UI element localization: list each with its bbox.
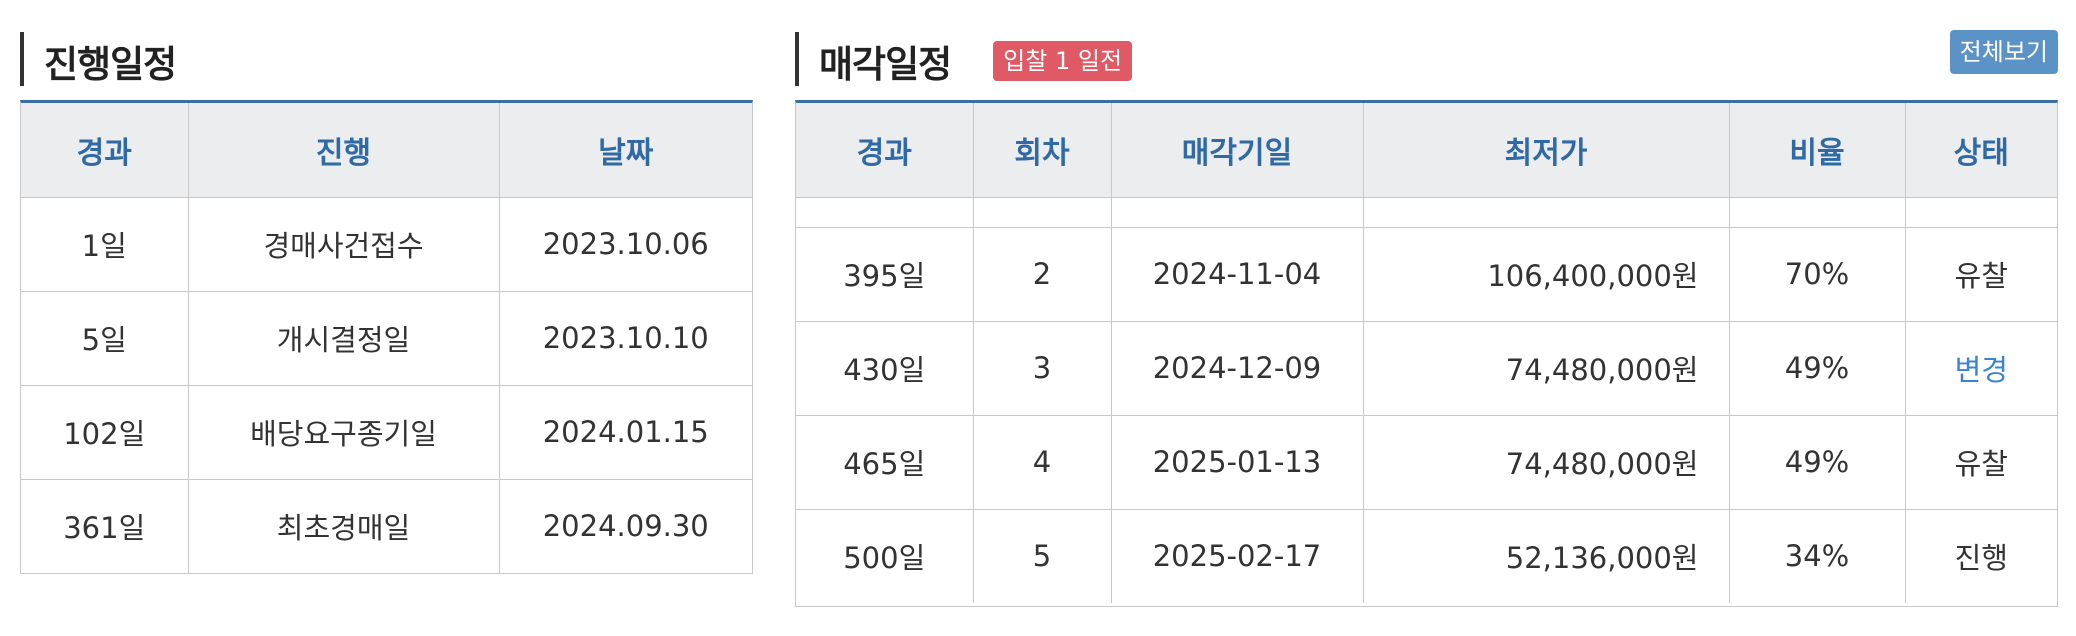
cell-elapsed: 1일	[21, 197, 189, 292]
cell-elapsed: 102일	[21, 385, 189, 480]
table-header-row: 경과 진행 날짜	[21, 103, 752, 198]
column-header-status: 상태	[1905, 103, 2057, 198]
cell-date: 2024.01.15	[499, 385, 752, 480]
cell-ratio: 100%	[1729, 197, 1906, 228]
sale-schedule-table-wrap: 경과 회차 매각기일 최저가 비율 상태 360일 1 202	[795, 100, 2058, 607]
table-row: 102일 배당요구종기일 2024.01.15	[21, 385, 752, 480]
cell-elapsed: 360일	[796, 197, 974, 228]
column-header-date: 날짜	[499, 103, 752, 198]
cell-date: 2024.09.30	[542, 509, 709, 544]
cell-round: 5	[973, 509, 1112, 603]
column-header-sale-date: 매각기일	[1111, 103, 1364, 198]
sale-schedule-title: 매각일정	[819, 43, 952, 86]
cell-elapsed: 395일	[796, 227, 974, 322]
header-accent-bar	[795, 32, 799, 86]
cell-sale-date: 2024-09-30	[1111, 197, 1364, 228]
table-row: 360일 1 2024-09-30 152,000,000원 100% 유찰	[796, 197, 2057, 228]
table-row: 430일 3 2024-12-09 74,480,000원 49% 변경	[796, 321, 2057, 416]
column-header-elapsed: 경과	[796, 103, 974, 198]
progress-schedule-title: 진행일정	[44, 43, 177, 86]
progress-schedule-table-wrap: 경과 진행 날짜 1일 경매사건접수 2023.10.06 5일 개시결정일 2…	[20, 100, 753, 574]
cell-round: 1	[973, 197, 1112, 228]
cell-sale-date: 2024-11-04	[1111, 227, 1364, 322]
cell-sale-date: 2025-01-13	[1111, 415, 1364, 510]
cell-ratio: 70%	[1729, 227, 1906, 322]
cell-sale-date: 2025-02-17	[1111, 509, 1364, 603]
cell-status: 유찰	[1905, 197, 2057, 228]
cell-min-price: 74,480,000원	[1363, 415, 1730, 510]
cell-min-price: 74,480,000원	[1363, 321, 1730, 416]
table-row: 361일 최초경매일 2024.09.30	[21, 479, 752, 573]
sale-schedule-scroll-content: 360일 1 2024-09-30 152,000,000원 100% 유찰 3…	[796, 197, 2057, 603]
table-row: 395일 2 2024-11-04 106,400,000원 70% 유찰	[796, 227, 2057, 322]
cell-elapsed: 500일	[796, 509, 974, 603]
cell-round: 4	[973, 415, 1112, 510]
cell-status: 유찰	[1905, 415, 2057, 510]
progress-schedule-table: 경과 진행 날짜 1일 경매사건접수 2023.10.06 5일 개시결정일 2…	[21, 103, 752, 573]
cell-round: 2	[973, 227, 1112, 322]
cell-min-price: 152,000,000원	[1363, 197, 1730, 228]
cell-elapsed: 5일	[21, 291, 189, 386]
column-header-progress: 진행	[188, 103, 500, 198]
table-header-row: 경과 회차 매각기일 최저가 비율 상태	[796, 103, 2057, 198]
cell-round: 3	[973, 321, 1112, 416]
table-row: 465일 4 2025-01-13 74,480,000원 49% 유찰	[796, 415, 2057, 510]
cell-progress: 경매사건접수	[188, 197, 500, 292]
view-all-button[interactable]: 전체보기	[1949, 30, 2058, 74]
cell-min-price: 106,400,000원	[1363, 227, 1730, 322]
sale-schedule-header: 매각일정 입찰 1 일전 전체보기	[795, 30, 2058, 92]
sale-schedule-table-header: 경과 회차 매각기일 최저가 비율 상태	[796, 103, 2057, 198]
sale-schedule-scroll-area[interactable]: 360일 1 2024-09-30 152,000,000원 100% 유찰 3…	[796, 197, 2057, 606]
cell-progress: 개시결정일	[188, 291, 500, 386]
cell-status: 유찰	[1905, 227, 2057, 322]
cell-date: 2023.10.10	[499, 291, 752, 386]
cell-ratio: 49%	[1729, 415, 1906, 510]
cell-date: 2023.10.06	[499, 197, 752, 292]
progress-schedule-header: 진행일정	[20, 30, 753, 92]
cell-progress: 최초경매일	[188, 479, 500, 573]
status-link-changed[interactable]: 변경	[1905, 321, 2057, 416]
cell-progress: 배당요구종기일	[188, 385, 500, 480]
cell-min-price: 52,136,000원	[1363, 509, 1730, 603]
cell-status: 진행	[1954, 541, 2008, 576]
sale-schedule-panel: 매각일정 입찰 1 일전 전체보기 경과 회차 매각기일 최저가 비율 상태	[795, 30, 2058, 607]
progress-schedule-panel: 진행일정 경과 진행 날짜 1일 경매사건접수 2023.10.06 5일	[20, 30, 753, 574]
table-row: 1일 경매사건접수 2023.10.06	[21, 197, 752, 292]
cell-ratio: 49%	[1729, 321, 1906, 416]
header-accent-bar	[20, 32, 24, 86]
table-row: 500일 5 2025-02-17 52,136,000원 34% 진행	[796, 509, 2057, 603]
cell-elapsed: 361일	[21, 479, 189, 573]
cell-ratio: 34%	[1729, 509, 1906, 603]
column-header-ratio: 비율	[1729, 103, 1906, 198]
column-header-elapsed: 경과	[21, 103, 189, 198]
cell-elapsed: 465일	[796, 415, 974, 510]
cell-sale-date: 2024-12-09	[1111, 321, 1364, 416]
column-header-min-price: 최저가	[1363, 103, 1730, 198]
sale-schedule-table: 360일 1 2024-09-30 152,000,000원 100% 유찰 3…	[796, 197, 2057, 603]
bid-countdown-badge: 입찰 1 일전	[993, 41, 1133, 81]
cell-elapsed: 430일	[796, 321, 974, 416]
column-header-round: 회차	[973, 103, 1112, 198]
table-row: 5일 개시결정일 2023.10.10	[21, 291, 752, 386]
